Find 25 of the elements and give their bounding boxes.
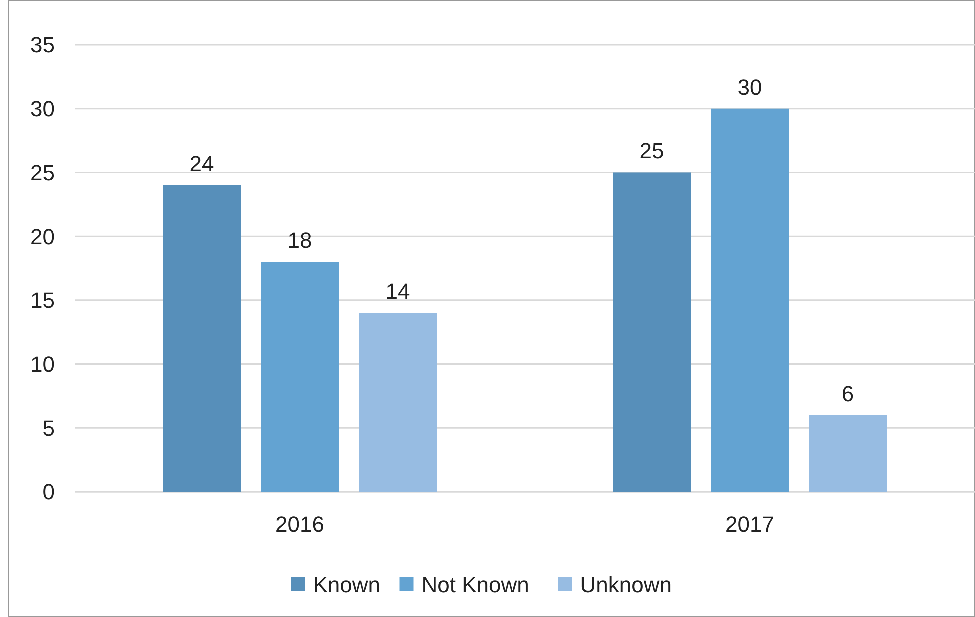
data-label: 30 <box>738 74 762 100</box>
data-label: 14 <box>386 279 410 304</box>
data-label: 18 <box>288 228 312 254</box>
bar <box>163 185 241 492</box>
bar <box>613 172 691 492</box>
data-label: 25 <box>640 138 664 164</box>
bar <box>359 313 437 492</box>
y-tick-label: 20 <box>30 224 55 250</box>
y-tick-label: 10 <box>30 352 55 377</box>
x-tick-label: 2017 <box>726 512 774 537</box>
y-tick-label: 5 <box>42 416 55 441</box>
bar <box>809 415 887 492</box>
legend-label: Known <box>313 572 381 598</box>
bar <box>711 108 789 492</box>
y-tick-label: 15 <box>30 288 55 314</box>
y-tick-label: 25 <box>30 160 55 186</box>
legend-label: Unknown <box>580 572 672 598</box>
x-tick-label: 2016 <box>276 512 324 537</box>
legend-label: Not Known <box>422 572 530 598</box>
data-label: 24 <box>190 151 214 176</box>
y-tick-label: 30 <box>30 96 55 122</box>
bar <box>261 262 339 492</box>
y-tick-label: 0 <box>42 480 55 505</box>
y-tick-label: 35 <box>30 32 55 58</box>
data-label: 6 <box>842 381 854 406</box>
